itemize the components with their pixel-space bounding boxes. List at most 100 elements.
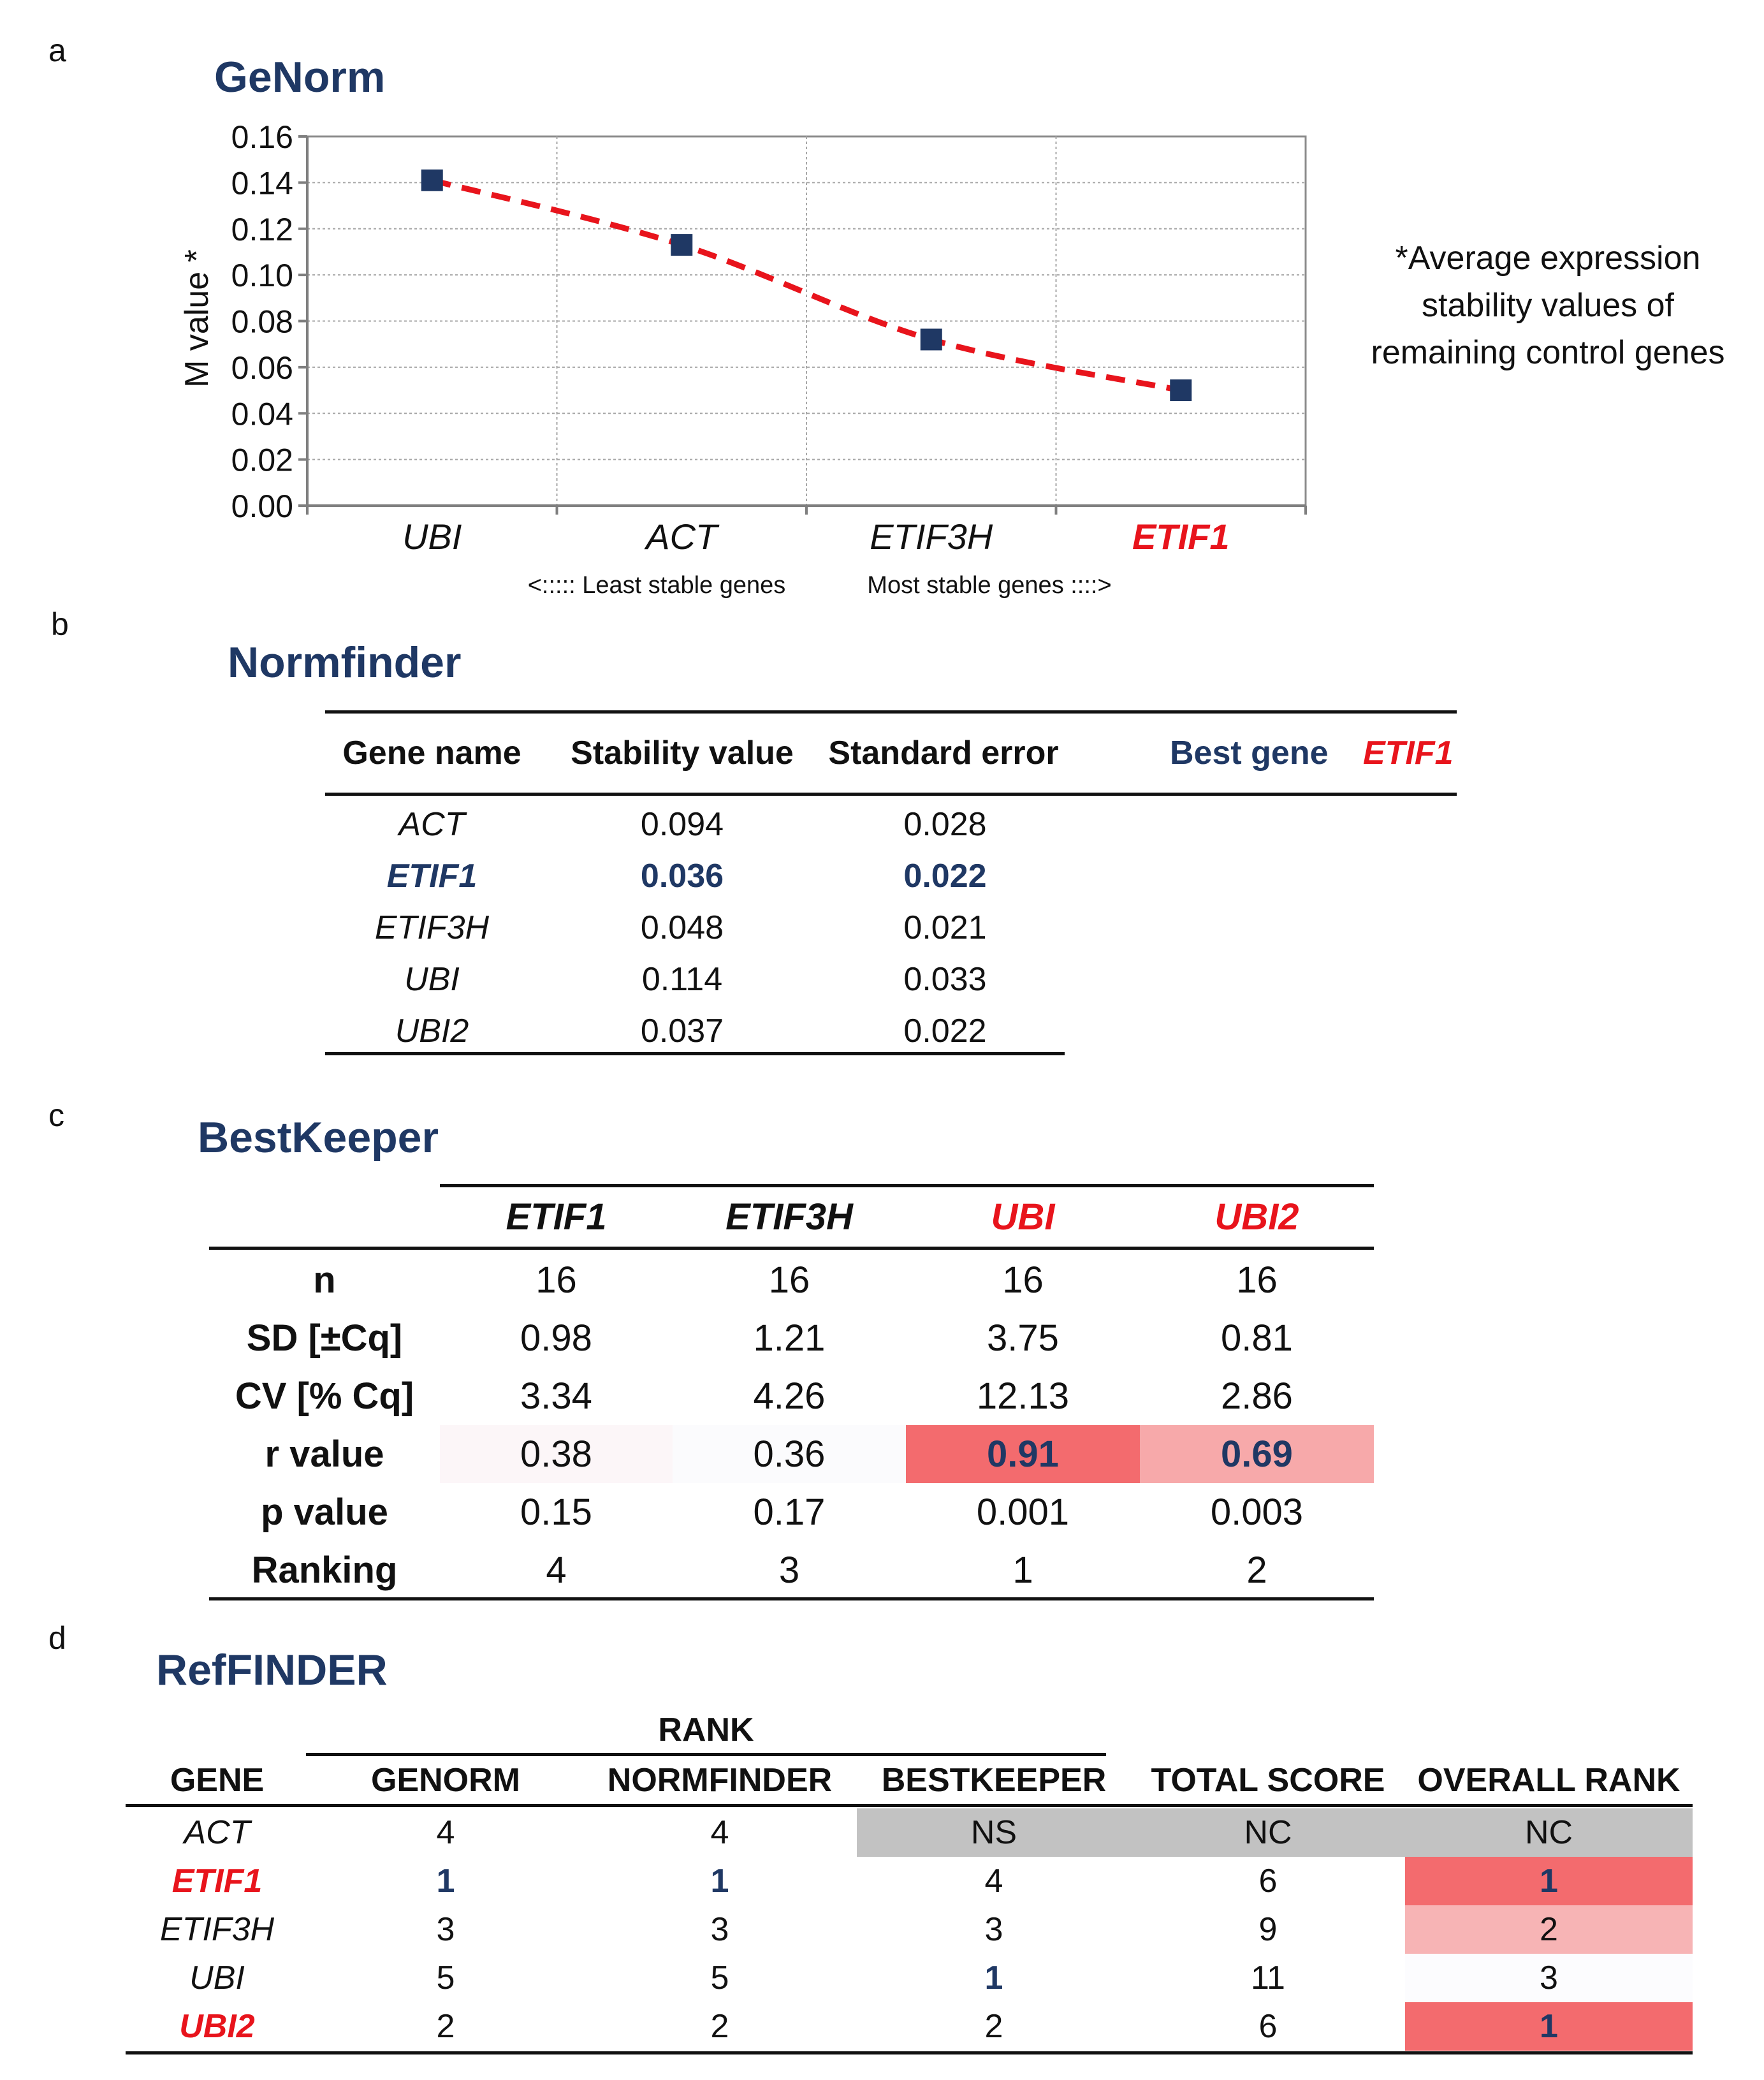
gene-name: ETIF3H bbox=[159, 1911, 275, 1948]
annotation-line-1: *Average expression bbox=[1395, 240, 1701, 277]
gene-name: UBI bbox=[404, 960, 460, 998]
y-tick-label: 0.08 bbox=[231, 304, 293, 340]
gene-name: ETIF1 bbox=[386, 857, 477, 895]
y-tick-label: 0.10 bbox=[231, 258, 293, 293]
table-row-r-value: r value 0.38 0.36 0.91 0.69 bbox=[209, 1425, 1374, 1483]
reffinder-title: RefFINDER bbox=[156, 1646, 388, 1694]
bestkeeper-header-row: ETIF1 ETIF3H UBI UBI2 bbox=[209, 1187, 1374, 1246]
cell-value: 3 bbox=[778, 1549, 800, 1591]
cell-value: 4 bbox=[546, 1549, 567, 1591]
y-axis-label: M value * bbox=[179, 249, 215, 388]
col-header-gene: ETIF1 bbox=[506, 1196, 607, 1238]
cell-value: 0.003 bbox=[1210, 1491, 1304, 1533]
normfinder-rank: 5 bbox=[710, 1959, 729, 1996]
cell-value: 3.75 bbox=[987, 1317, 1059, 1359]
cell-value: 0.001 bbox=[976, 1491, 1070, 1533]
least-stable-label: <::::: Least stable genes bbox=[528, 572, 786, 599]
standard-error: 0.022 bbox=[903, 1012, 987, 1050]
col-header-bestkeeper: BESTKEEPER bbox=[881, 1762, 1107, 1799]
data-point-etif3h bbox=[920, 328, 942, 351]
table-row: ETIF1 1 1 4 6 1 bbox=[126, 1857, 1693, 1905]
panel-label-a: a bbox=[48, 33, 66, 68]
table-row: SD [±Cq] 0.98 1.21 3.75 0.81 bbox=[209, 1309, 1374, 1367]
normfinder-header-row: Gene name Stability value Standard error… bbox=[325, 715, 1457, 791]
reffinder-header: GENE GENORM NORMFINDER BESTKEEPER TOTAL … bbox=[126, 1757, 1693, 1804]
col-header-gene: ETIF3H bbox=[725, 1196, 853, 1238]
genorm-rank: 2 bbox=[436, 2008, 455, 2045]
most-stable-label: Most stable genes ::::> bbox=[867, 572, 1111, 599]
normfinder-rank: 2 bbox=[710, 2008, 729, 2045]
total-score: 6 bbox=[1258, 1863, 1278, 1900]
col-header-gene: GENE bbox=[170, 1762, 265, 1799]
data-point-ubi bbox=[421, 169, 443, 191]
bestkeeper-rank: 2 bbox=[984, 2008, 1003, 2045]
normfinder-rank: 3 bbox=[710, 1911, 729, 1948]
y-tick-label: 0.16 bbox=[231, 119, 293, 155]
stability-value: 0.048 bbox=[640, 909, 724, 946]
gene-name: ETIF1 bbox=[171, 1863, 263, 1900]
table-row-best: ETIF1 0.036 0.022 bbox=[325, 850, 1065, 902]
x-tick-label: ACT bbox=[644, 516, 720, 557]
best-gene-label: Best gene bbox=[1170, 735, 1329, 772]
panel-label-d: d bbox=[48, 1620, 66, 1656]
row-label: SD [±Cq] bbox=[246, 1317, 403, 1359]
normfinder-rank: 1 bbox=[710, 1863, 729, 1900]
cell-value: 12.13 bbox=[976, 1375, 1070, 1417]
data-point-act bbox=[671, 234, 693, 256]
cell-value-highlight: 0.91 bbox=[906, 1425, 1140, 1483]
cell-value: 1 bbox=[1012, 1549, 1033, 1591]
genorm-rank: 5 bbox=[436, 1959, 455, 1996]
table-row: ACT 0.094 0.028 bbox=[325, 798, 1065, 850]
y-tick-label: 0.06 bbox=[231, 350, 293, 386]
standard-error: 0.033 bbox=[903, 960, 987, 998]
cell-value: 1.21 bbox=[753, 1317, 826, 1359]
data-point-etif1 bbox=[1170, 379, 1192, 402]
table-row: ACT 4 4 NS NC NC bbox=[126, 1808, 1693, 1857]
table-row: CV [% Cq] 3.34 4.26 12.13 2.86 bbox=[209, 1367, 1374, 1425]
row-label: Ranking bbox=[251, 1549, 398, 1591]
standard-error: 0.021 bbox=[903, 909, 987, 946]
table-row: UBI2 2 2 2 6 1 bbox=[126, 2002, 1693, 2051]
col-header-genorm: GENORM bbox=[371, 1762, 520, 1799]
cell-value: 0.36 bbox=[673, 1425, 906, 1483]
col-header-gene: UBI2 bbox=[1214, 1196, 1299, 1238]
col-header-total-score: TOTAL SCORE bbox=[1151, 1762, 1385, 1799]
row-label: p value bbox=[261, 1491, 388, 1533]
normfinder-body: ACT 0.094 0.028 ETIF1 0.036 0.022 ETIF3H… bbox=[325, 798, 1065, 1057]
reffinder-header-row: GENE GENORM NORMFINDER BESTKEEPER TOTAL … bbox=[126, 1757, 1693, 1804]
bestkeeper-rank: NS bbox=[857, 1808, 1131, 1857]
cell-value: 2.86 bbox=[1221, 1375, 1293, 1417]
y-tick-label: 0.00 bbox=[231, 488, 293, 524]
x-tick-label: ETIF1 bbox=[1132, 516, 1229, 557]
cell-value: 0.15 bbox=[520, 1491, 592, 1533]
genorm-chart: 0.00 0.02 0.04 0.06 0.08 0.10 0.12 0.14 0.16 M va… bbox=[179, 119, 1307, 599]
overall-rank: 1 bbox=[1405, 1857, 1693, 1905]
gene-name: UBI2 bbox=[179, 2008, 255, 2045]
normfinder-title: Normfinder bbox=[228, 638, 462, 687]
gene-name: ACT bbox=[184, 1814, 251, 1851]
table-row: ETIF3H 3 3 3 9 2 bbox=[126, 1905, 1693, 1954]
chart-annotation: *Average expression stability values of … bbox=[1357, 235, 1739, 376]
overall-rank: 2 bbox=[1405, 1905, 1693, 1954]
col-header-stability: Stability value bbox=[571, 735, 794, 772]
col-header-overall-rank: OVERALL RANK bbox=[1417, 1762, 1680, 1799]
cell-value: 0.17 bbox=[753, 1491, 826, 1533]
annotation-line-3: remaining control genes bbox=[1371, 334, 1725, 371]
best-gene-value: ETIF1 bbox=[1362, 735, 1454, 772]
cell-value-highlight: 0.69 bbox=[1140, 1425, 1374, 1483]
x-tick-label: ETIF3H bbox=[870, 516, 993, 557]
table-row: UBI 5 5 1 11 3 bbox=[126, 1954, 1693, 2002]
best-gene-cell: Best gene ETIF1 bbox=[1061, 715, 1457, 791]
table-row: Ranking 4 3 1 2 bbox=[209, 1541, 1374, 1599]
y-tick-label: 0.04 bbox=[231, 396, 293, 432]
table-row: ETIF3H 0.048 0.021 bbox=[325, 902, 1065, 953]
stability-value: 0.114 bbox=[641, 960, 723, 998]
col-header-normfinder: NORMFINDER bbox=[607, 1762, 833, 1799]
genorm-rank: 1 bbox=[436, 1863, 455, 1900]
bestkeeper-body: n 16 16 16 16 SD [±Cq] 0.98 1.21 3.75 0.… bbox=[209, 1251, 1374, 1599]
total-score: 11 bbox=[1251, 1959, 1285, 1996]
genorm-rank: 4 bbox=[436, 1814, 455, 1851]
table-row: UBI 0.114 0.033 bbox=[325, 953, 1065, 1005]
gene-name: UBI2 bbox=[395, 1012, 469, 1050]
col-header-gene: UBI bbox=[991, 1196, 1055, 1238]
